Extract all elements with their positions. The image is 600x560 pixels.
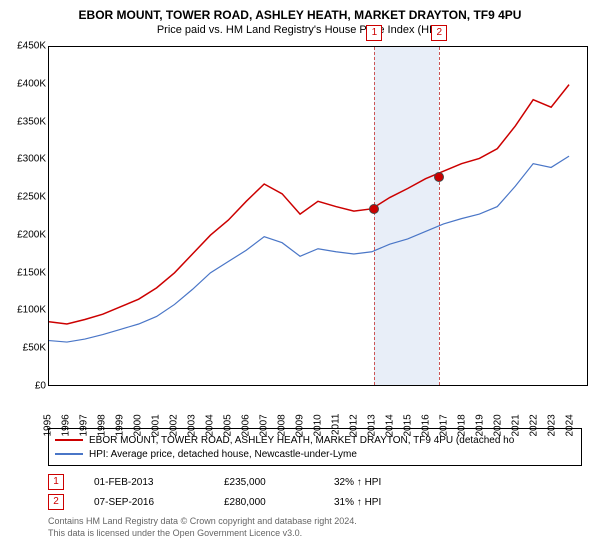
x-tick-label: 2021 <box>511 414 522 436</box>
footer-attribution: Contains HM Land Registry data © Crown c… <box>48 516 582 539</box>
x-tick-label: 2024 <box>565 414 576 436</box>
series-hpi <box>49 156 569 342</box>
x-tick-label: 2001 <box>151 414 162 436</box>
chart-subtitle: Price paid vs. HM Land Registry's House … <box>0 22 600 42</box>
transaction-marker <box>434 172 444 182</box>
transaction-delta: 32% ↑ HPI <box>334 477 434 488</box>
x-tick-label: 2007 <box>259 414 270 436</box>
transaction-delta: 31% ↑ HPI <box>334 497 434 508</box>
y-tick-label: £350K <box>0 116 46 127</box>
event-label: 1 <box>366 25 382 41</box>
x-tick-label: 2000 <box>133 414 144 436</box>
y-tick-label: £250K <box>0 192 46 203</box>
x-tick-label: 1996 <box>61 414 72 436</box>
y-tick-label: £300K <box>0 154 46 165</box>
legend-item-hpi: HPI: Average price, detached house, Newc… <box>55 447 575 461</box>
x-tick-label: 2006 <box>241 414 252 436</box>
transaction-price: £280,000 <box>224 497 304 508</box>
y-tick-label: £450K <box>0 41 46 52</box>
x-tick-label: 1995 <box>43 414 54 436</box>
legend-label: HPI: Average price, detached house, Newc… <box>89 449 357 460</box>
x-tick-label: 2010 <box>313 414 324 436</box>
y-tick-label: £50K <box>0 343 46 354</box>
y-tick-label: £400K <box>0 78 46 89</box>
x-tick-label: 2008 <box>277 414 288 436</box>
x-tick-label: 2013 <box>367 414 378 436</box>
x-tick-label: 2003 <box>187 414 198 436</box>
y-tick-label: £100K <box>0 305 46 316</box>
footer-line: Contains HM Land Registry data © Crown c… <box>48 516 582 528</box>
event-label: 2 <box>431 25 447 41</box>
x-tick-label: 2016 <box>421 414 432 436</box>
plot-box: 12 <box>48 46 588 386</box>
x-tick-label: 2002 <box>169 414 180 436</box>
x-tick-label: 2014 <box>385 414 396 436</box>
transaction-date: 01-FEB-2013 <box>94 477 194 488</box>
chart-title: EBOR MOUNT, TOWER ROAD, ASHLEY HEATH, MA… <box>0 0 600 22</box>
series-property <box>49 85 569 324</box>
x-tick-label: 2019 <box>475 414 486 436</box>
table-row: 2 07-SEP-2016 £280,000 31% ↑ HPI <box>48 492 582 512</box>
x-tick-label: 2009 <box>295 414 306 436</box>
x-tick-label: 2015 <box>403 414 414 436</box>
x-tick-label: 2011 <box>331 414 342 436</box>
table-row: 1 01-FEB-2013 £235,000 32% ↑ HPI <box>48 472 582 492</box>
y-tick-label: £0 <box>0 381 46 392</box>
transaction-badge: 1 <box>48 474 64 490</box>
transaction-badge: 2 <box>48 494 64 510</box>
footer-line: This data is licensed under the Open Gov… <box>48 528 582 540</box>
y-tick-label: £200K <box>0 229 46 240</box>
x-tick-label: 2023 <box>547 414 558 436</box>
x-tick-label: 2004 <box>205 414 216 436</box>
chart-area: £0 £50K £100K £150K £200K £250K £300K £350K £400… <box>0 42 600 422</box>
transaction-marker <box>369 204 379 214</box>
x-tick-label: 2012 <box>349 414 360 436</box>
x-tick-label: 2017 <box>439 414 450 436</box>
x-tick-label: 1998 <box>97 414 108 436</box>
x-tick-label: 1997 <box>79 414 90 436</box>
transaction-date: 07-SEP-2016 <box>94 497 194 508</box>
legend-swatch <box>55 439 83 441</box>
x-tick-label: 2022 <box>529 414 540 436</box>
x-tick-label: 2020 <box>493 414 504 436</box>
x-tick-label: 2005 <box>223 414 234 436</box>
transactions-table: 1 01-FEB-2013 £235,000 32% ↑ HPI 2 07-SE… <box>48 472 582 512</box>
x-tick-label: 2018 <box>457 414 468 436</box>
line-plot <box>49 47 587 386</box>
transaction-price: £235,000 <box>224 477 304 488</box>
legend-swatch <box>55 453 83 455</box>
x-tick-label: 1999 <box>115 414 126 436</box>
y-tick-label: £150K <box>0 267 46 278</box>
